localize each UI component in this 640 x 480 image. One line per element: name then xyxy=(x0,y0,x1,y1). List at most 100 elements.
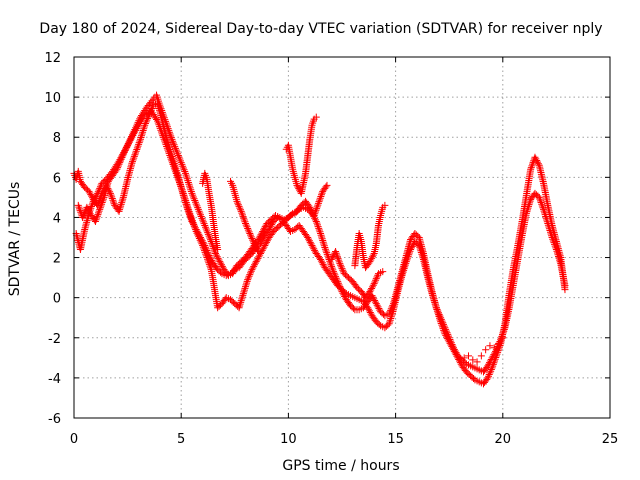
data-point xyxy=(235,304,243,312)
data-point xyxy=(184,177,192,185)
data-point xyxy=(317,191,325,199)
data-point xyxy=(197,238,205,246)
data-point xyxy=(236,300,244,308)
data-point xyxy=(314,199,322,207)
data-point xyxy=(490,344,498,352)
data-point xyxy=(307,205,315,213)
data-point xyxy=(233,197,241,205)
data-point xyxy=(238,295,246,303)
data-point xyxy=(158,107,166,115)
data-point xyxy=(538,202,546,210)
data-point xyxy=(185,206,193,214)
data-point xyxy=(95,186,103,194)
data-point xyxy=(321,245,329,253)
data-point xyxy=(449,344,457,352)
data-point xyxy=(128,132,136,140)
data-point xyxy=(235,202,243,210)
data-point xyxy=(335,281,343,289)
data-point xyxy=(368,253,376,261)
data-point xyxy=(199,218,207,226)
data-point xyxy=(96,204,104,212)
data-point xyxy=(528,162,536,170)
data-point xyxy=(295,185,303,193)
data-point xyxy=(305,235,313,243)
data-point xyxy=(156,124,164,132)
data-point xyxy=(168,157,176,165)
data-point xyxy=(251,241,259,249)
data-point xyxy=(189,193,197,201)
data-point xyxy=(237,207,245,215)
data-point xyxy=(313,205,321,213)
data-point xyxy=(237,297,245,305)
data-point xyxy=(372,275,380,283)
data-point xyxy=(153,116,161,124)
data-point xyxy=(113,165,121,173)
data-point xyxy=(188,215,196,223)
data-point xyxy=(191,198,199,206)
data-point xyxy=(446,339,454,347)
data-point xyxy=(440,328,448,336)
data-point xyxy=(240,216,248,224)
data-point xyxy=(236,302,244,310)
data-point xyxy=(181,168,189,176)
data-point xyxy=(170,162,178,170)
data-point xyxy=(192,200,200,208)
data-point xyxy=(79,212,87,220)
data-point xyxy=(174,175,182,183)
data-point xyxy=(199,216,207,224)
data-point xyxy=(164,146,172,154)
data-point xyxy=(491,355,499,363)
data-point xyxy=(561,286,569,294)
data-point xyxy=(168,159,176,167)
data-point xyxy=(130,154,138,162)
data-point xyxy=(254,236,262,244)
data-point xyxy=(317,193,325,201)
data-point xyxy=(243,279,251,287)
data-point xyxy=(160,135,168,143)
data-point xyxy=(96,184,104,192)
data-point xyxy=(112,167,120,175)
data-point xyxy=(316,194,324,202)
data-point xyxy=(86,189,94,197)
data-point xyxy=(244,226,252,234)
data-point xyxy=(263,237,271,245)
data-point xyxy=(128,159,136,167)
data-point xyxy=(96,205,104,213)
data-point xyxy=(336,260,344,268)
data-point xyxy=(173,148,181,156)
data-point xyxy=(93,212,101,220)
data-point xyxy=(453,352,461,360)
data-point xyxy=(375,320,383,328)
data-point xyxy=(161,139,169,147)
data-point xyxy=(162,117,170,125)
data-point xyxy=(196,211,204,219)
data-point xyxy=(115,160,123,168)
data-point xyxy=(334,279,342,287)
data-point xyxy=(204,229,212,237)
data-point xyxy=(109,196,117,204)
data-point xyxy=(195,235,203,243)
data-point xyxy=(486,342,494,350)
data-point xyxy=(433,305,441,313)
data-point xyxy=(160,112,168,120)
data-point xyxy=(251,261,259,269)
data-point xyxy=(240,288,248,296)
data-point xyxy=(237,298,245,306)
data-point xyxy=(140,123,148,131)
data-point xyxy=(436,314,444,322)
data-point xyxy=(310,245,318,253)
data-point xyxy=(194,204,202,212)
data-point xyxy=(375,304,383,312)
y-tick-label: -4 xyxy=(48,372,61,387)
data-point xyxy=(163,142,171,150)
data-point xyxy=(312,217,320,225)
data-point xyxy=(311,208,319,216)
data-point xyxy=(323,249,331,257)
x-tick-label: 10 xyxy=(280,432,297,447)
data-point xyxy=(130,152,138,160)
data-point xyxy=(492,354,500,362)
data-point xyxy=(456,359,464,367)
data-point xyxy=(247,267,255,275)
data-point xyxy=(157,128,165,136)
data-point xyxy=(200,245,208,253)
